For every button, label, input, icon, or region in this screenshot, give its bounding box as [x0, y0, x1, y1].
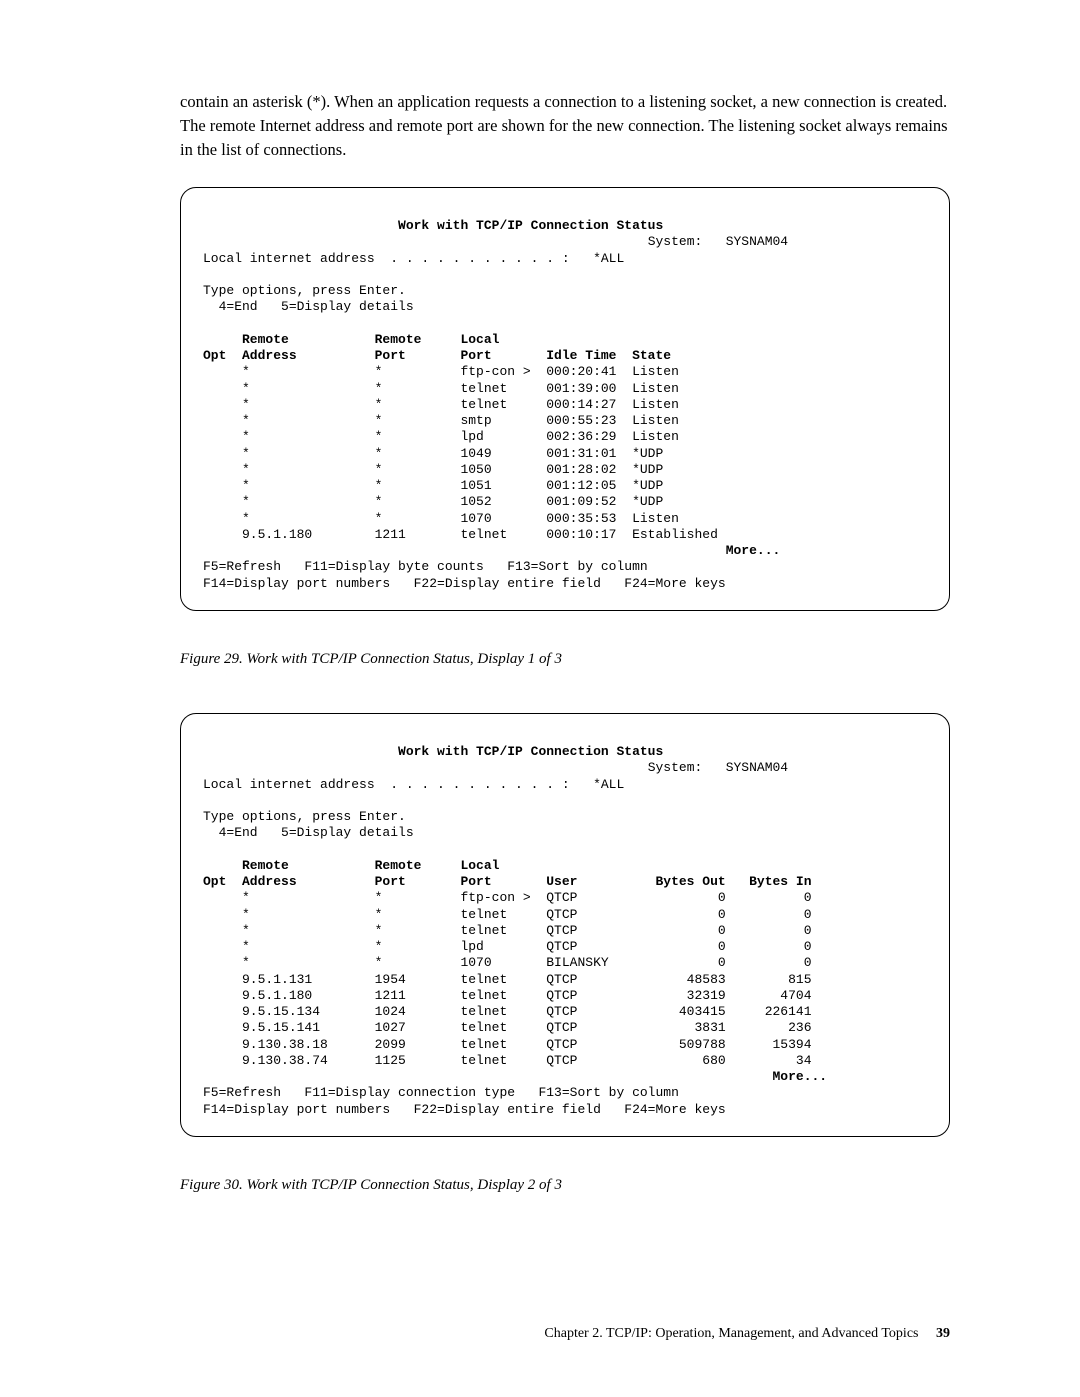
t2-lia: Local internet address . . . . . . . . .… — [203, 777, 624, 792]
page-footer: Chapter 2. TCP/IP: Operation, Management… — [544, 1326, 950, 1342]
t2-fkeys1: F5=Refresh F11=Display connection type F… — [203, 1085, 679, 1100]
table-row: * * smtp 000:55:23 Listen — [203, 413, 679, 428]
t1-instr2: 4=End 5=Display details — [203, 299, 414, 314]
t2-instr2: 4=End 5=Display details — [203, 825, 414, 840]
t1-hdr-a: Remote Remote Local — [203, 332, 499, 347]
terminal-display-1: Work with TCP/IP Connection Status Syste… — [180, 187, 950, 611]
t2-hdr-a: Remote Remote Local — [203, 858, 499, 873]
t1-more: More... — [203, 543, 780, 558]
terminal1-content: Work with TCP/IP Connection Status Syste… — [203, 218, 927, 592]
table-row: 9.5.1.131 1954 telnet QTCP 48583 815 — [203, 972, 812, 987]
t2-system-line: System: SYSNAM04 — [203, 760, 788, 775]
t2-title: Work with TCP/IP Connection Status — [203, 744, 663, 759]
table-row: * * telnet 001:39:00 Listen — [203, 381, 679, 396]
t1-fkeys2: F14=Display port numbers F22=Display ent… — [203, 576, 726, 591]
intro-paragraph: contain an asterisk (*). When an applica… — [180, 90, 950, 162]
table-row: * * lpd 002:36:29 Listen — [203, 429, 679, 444]
table-row: * * 1070 000:35:53 Listen — [203, 511, 679, 526]
table-row: * * ftp-con > 000:20:41 Listen — [203, 364, 679, 379]
table-row: 9.5.15.134 1024 telnet QTCP 403415 22614… — [203, 1004, 812, 1019]
table-row: * * 1051 001:12:05 *UDP — [203, 478, 663, 493]
t2-more: More... — [203, 1069, 827, 1084]
t1-lia: Local internet address . . . . . . . . .… — [203, 251, 624, 266]
t1-hdr-b: Opt Address Port Port Idle Time State — [203, 348, 671, 363]
terminal-display-2: Work with TCP/IP Connection Status Syste… — [180, 713, 950, 1137]
footer-chapter: Chapter 2. TCP/IP: Operation, Management… — [544, 1326, 918, 1341]
table-row: * * 1070 BILANSKY 0 0 — [203, 955, 812, 970]
footer-page-number: 39 — [936, 1326, 950, 1341]
table-row: 9.130.38.18 2099 telnet QTCP 509788 1539… — [203, 1037, 812, 1052]
table-row: * * ftp-con > QTCP 0 0 — [203, 890, 812, 905]
table-row: 9.130.38.74 1125 telnet QTCP 680 34 — [203, 1053, 812, 1068]
table-row: * * telnet QTCP 0 0 — [203, 907, 812, 922]
t1-instr1: Type options, press Enter. — [203, 283, 406, 298]
table-row: 9.5.1.180 1211 telnet 000:10:17 Establis… — [203, 527, 718, 542]
table-row: * * 1050 001:28:02 *UDP — [203, 462, 663, 477]
terminal2-content: Work with TCP/IP Connection Status Syste… — [203, 744, 927, 1118]
t1-title: Work with TCP/IP Connection Status — [203, 218, 663, 233]
t1-fkeys1: F5=Refresh F11=Display byte counts F13=S… — [203, 559, 648, 574]
t2-instr1: Type options, press Enter. — [203, 809, 406, 824]
figure-caption-29: Figure 29. Work with TCP/IP Connection S… — [180, 651, 950, 668]
t2-fkeys2: F14=Display port numbers F22=Display ent… — [203, 1102, 726, 1117]
t2-hdr-b: Opt Address Port Port User Bytes Out Byt… — [203, 874, 812, 889]
table-row: * * telnet 000:14:27 Listen — [203, 397, 679, 412]
figure-caption-30: Figure 30. Work with TCP/IP Connection S… — [180, 1177, 950, 1194]
t1-system-line: System: SYSNAM04 — [203, 234, 788, 249]
table-row: * * lpd QTCP 0 0 — [203, 939, 812, 954]
table-row: * * telnet QTCP 0 0 — [203, 923, 812, 938]
table-row: 9.5.1.180 1211 telnet QTCP 32319 4704 — [203, 988, 812, 1003]
table-row: * * 1052 001:09:52 *UDP — [203, 494, 663, 509]
table-row: 9.5.15.141 1027 telnet QTCP 3831 236 — [203, 1020, 812, 1035]
table-row: * * 1049 001:31:01 *UDP — [203, 446, 663, 461]
